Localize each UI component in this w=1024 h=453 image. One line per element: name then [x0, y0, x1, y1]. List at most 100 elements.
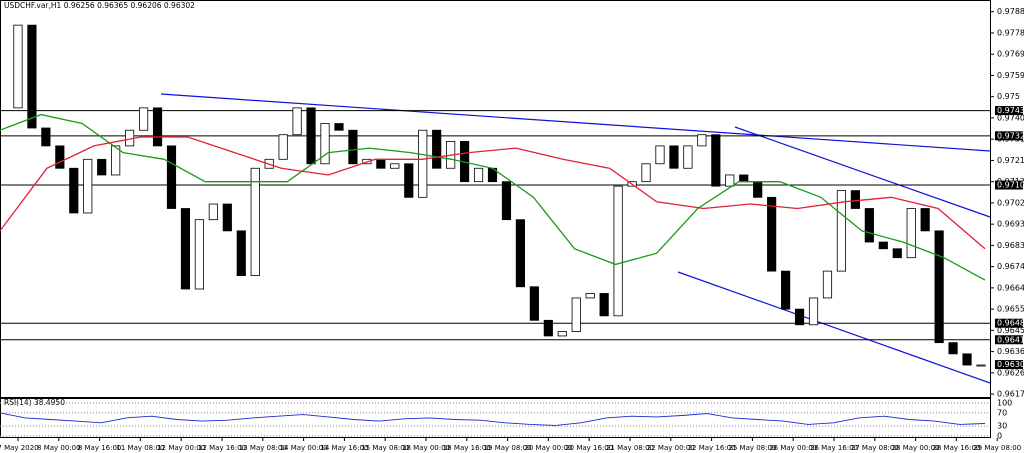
- rsi-tick-label: 30: [997, 422, 1007, 431]
- x-tick-label: 18 May 16:00: [443, 444, 491, 452]
- y-tick-label: 0.97215: [997, 156, 1024, 165]
- rsi-tick-label: 100: [997, 399, 1012, 408]
- candle: [404, 163, 414, 198]
- rsi-panel: [0, 398, 991, 438]
- x-tick-label: 25 May 08:00: [728, 444, 776, 452]
- candle: [725, 174, 735, 187]
- rsi-title: RSI(14) 38.4950: [4, 398, 65, 407]
- level-label: 0.97325: [997, 131, 1024, 140]
- level-label: 0.97105: [997, 181, 1024, 190]
- x-tick-label: 29 May 08:00: [973, 444, 1021, 452]
- x-tick-label: 14 May 00:00: [280, 444, 328, 452]
- candle: [892, 248, 902, 259]
- candle: [976, 364, 986, 367]
- candle: [753, 181, 763, 198]
- candle: [69, 167, 79, 214]
- y-tick-label: 0.96265: [997, 368, 1024, 377]
- candle: [194, 219, 204, 290]
- candle: [236, 230, 246, 276]
- candle: [306, 107, 316, 165]
- candle: [348, 129, 358, 165]
- trendline: [734, 126, 991, 218]
- candle: [418, 129, 428, 198]
- y-tick-label: 0.97025: [997, 198, 1024, 207]
- current-price-tag: [995, 360, 1023, 370]
- current-price-label: 0.96302: [997, 360, 1024, 369]
- y-tick-label: 0.9636: [997, 347, 1024, 356]
- candle: [669, 145, 679, 169]
- candle: [250, 167, 260, 276]
- y-tick-label: 0.9674: [997, 262, 1024, 271]
- x-tick-label: 28 May 00:00: [892, 444, 940, 452]
- x-tick-label: 20 May 16:00: [565, 444, 613, 452]
- level-label: 0.97438: [997, 106, 1024, 115]
- y-tick-label: 0.9693: [997, 220, 1024, 229]
- x-tick-label: 12 May 16:00: [198, 444, 246, 452]
- moving-average: [0, 113, 986, 281]
- x-tick-label: 8 May 16:00: [78, 444, 122, 452]
- candle: [781, 270, 791, 310]
- candle: [529, 286, 539, 321]
- candle: [55, 145, 65, 169]
- candle: [180, 208, 191, 290]
- y-tick-label: 0.9655: [997, 305, 1024, 314]
- candle: [850, 190, 860, 209]
- y-tick-label: 0.96455: [997, 326, 1024, 335]
- y-tick-label: 0.97785: [997, 28, 1024, 37]
- y-tick-label: 0.97595: [997, 71, 1024, 80]
- candle: [962, 353, 972, 366]
- chart-title: USDCHF.var,H1 0.96256 0.96365 0.96206 0.…: [4, 1, 195, 10]
- candle: [864, 208, 874, 243]
- candle: [376, 158, 386, 169]
- y-tick-label: 0.9617: [997, 390, 1024, 399]
- candle: [599, 293, 609, 317]
- candle: [27, 24, 37, 129]
- trendline: [677, 271, 991, 384]
- x-tick-label: 26 May 00:00: [769, 444, 817, 452]
- y-tick-label: 0.97405: [997, 113, 1024, 122]
- x-tick-label: 15 May 08:00: [361, 444, 409, 452]
- candle: [808, 297, 819, 326]
- candle: [390, 163, 400, 169]
- candle: [836, 190, 847, 272]
- x-tick-label: 22 May 16:00: [688, 444, 736, 452]
- x-tick-label: 27 May 08:00: [851, 444, 899, 452]
- candle: [948, 342, 958, 355]
- y-tick-label: 0.9769: [997, 50, 1024, 59]
- x-tick-label: 12 May 00:00: [157, 444, 205, 452]
- candle: [501, 181, 512, 221]
- candle: [13, 24, 23, 109]
- y-tick-label: 0.96835: [997, 241, 1024, 250]
- candle: [152, 107, 163, 147]
- candle: [822, 270, 833, 299]
- candle: [697, 134, 707, 147]
- candle: [906, 208, 916, 259]
- candle: [292, 107, 302, 136]
- candle: [83, 158, 93, 214]
- x-tick-label: 19 May 08:00: [484, 444, 532, 452]
- candle: [222, 203, 232, 232]
- rsi-line: [0, 412, 986, 426]
- y-tick-label: 0.96645: [997, 283, 1024, 292]
- candle: [920, 208, 930, 232]
- candle: [613, 185, 623, 317]
- x-tick-label: 18 May 00:00: [402, 444, 450, 452]
- rsi-tick-label: 70: [997, 408, 1007, 417]
- x-tick-label: 22 May 00:00: [647, 444, 695, 452]
- x-tick-label: 21 May 08:00: [606, 444, 654, 452]
- rsi-tick-label: 0: [997, 432, 1002, 441]
- level-tag: [995, 318, 1023, 328]
- candle: [97, 158, 107, 176]
- candle: [41, 127, 51, 147]
- x-tick-label: 28 May 16:00: [932, 444, 980, 452]
- candle: [878, 241, 888, 250]
- level-tag: [995, 180, 1023, 190]
- y-tick-label: 0.9788: [997, 7, 1024, 16]
- candle: [278, 134, 288, 160]
- x-tick-label: 13 May 08:00: [239, 444, 287, 452]
- x-tick-label: 20 May 00:00: [524, 444, 572, 452]
- candle: [641, 163, 651, 183]
- x-tick-label: 14 May 16:00: [320, 444, 368, 452]
- candle: [166, 145, 177, 209]
